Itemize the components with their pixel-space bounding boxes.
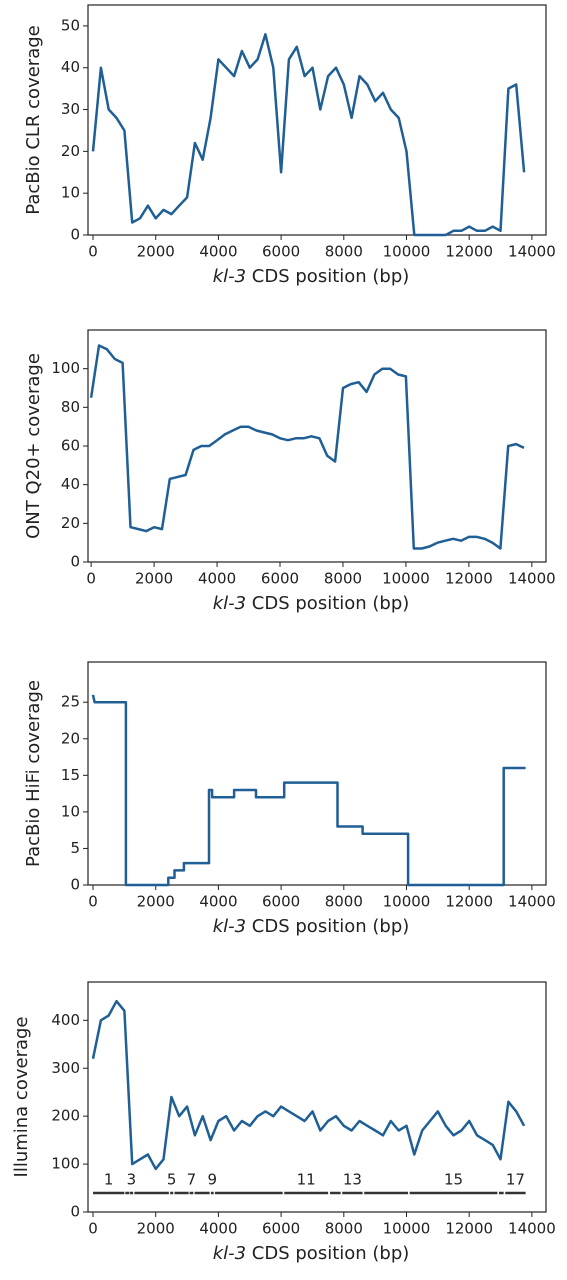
y-tick-label: 50 [61, 16, 80, 34]
x-tick-label: 10000 [383, 243, 431, 261]
x-tick-label: 10000 [383, 893, 431, 911]
x-tick-label: 0 [86, 570, 96, 588]
exon-label: 15 [444, 1171, 463, 1189]
x-tick-label: 12000 [445, 1220, 493, 1238]
coverage-line [91, 999, 526, 1171]
coverage-line [89, 344, 525, 550]
y-tick-label: 100 [51, 359, 80, 377]
x-axis-label-text: CDS position (bp) [246, 266, 409, 287]
y-tick-label: 40 [61, 58, 80, 76]
x-axis-label: kl-3 CDS position (bp) [213, 916, 410, 937]
y-axis-label: Illumina coverage [11, 1017, 32, 1178]
x-tick-label: 4000 [199, 1220, 237, 1238]
y-tick-label: 0 [70, 553, 80, 571]
y-tick-label: 300 [51, 1059, 80, 1077]
x-tick-label: 0 [88, 243, 98, 261]
exon-label: 13 [343, 1171, 362, 1189]
x-axis-label-text: CDS position (bp) [246, 593, 409, 614]
y-tick-label: 30 [61, 100, 80, 118]
x-tick-label: 0 [88, 893, 98, 911]
y-tick-label: 400 [51, 1011, 80, 1029]
x-tick-label: 6000 [262, 893, 300, 911]
x-tick-label: 10000 [382, 570, 430, 588]
x-tick-label: 14000 [508, 893, 556, 911]
x-tick-label: 4000 [199, 893, 237, 911]
exon-label: 1 [104, 1171, 114, 1189]
exon-label: 3 [127, 1171, 137, 1189]
x-tick-label: 6000 [261, 570, 299, 588]
x-tick-label: 4000 [199, 243, 237, 261]
x-axis-label-italic: kl-3 [213, 1243, 246, 1264]
x-tick-label: 10000 [383, 1220, 431, 1238]
x-axis-label-italic: kl-3 [213, 266, 246, 287]
y-tick-label: 60 [61, 437, 80, 455]
exon-label: 5 [167, 1171, 177, 1189]
y-tick-label: 40 [61, 475, 80, 493]
x-tick-label: 8000 [325, 243, 363, 261]
exon-label: 11 [297, 1171, 316, 1189]
plot-frame [87, 981, 547, 1213]
x-tick-label: 12000 [445, 570, 493, 588]
y-tick-label: 20 [61, 142, 80, 160]
exon-label: 17 [506, 1171, 525, 1189]
x-tick-label: 0 [88, 1220, 98, 1238]
y-tick-label: 5 [70, 839, 80, 857]
plot-frame [87, 661, 547, 886]
y-tick-label: 25 [61, 693, 80, 711]
x-axis-label-text: CDS position (bp) [246, 1243, 409, 1264]
x-tick-label: 8000 [325, 893, 363, 911]
exon-label: 7 [187, 1171, 197, 1189]
y-tick-label: 10 [61, 802, 80, 820]
x-tick-label: 4000 [198, 570, 236, 588]
exon-label: 9 [208, 1171, 218, 1189]
x-tick-label: 14000 [508, 243, 556, 261]
x-axis-label: kl-3 CDS position (bp) [213, 266, 410, 287]
x-tick-label: 14000 [508, 570, 556, 588]
x-tick-label: 8000 [324, 570, 362, 588]
x-axis-label-italic: kl-3 [213, 916, 246, 937]
x-tick-label: 2000 [137, 1220, 175, 1238]
y-tick-label: 100 [51, 1155, 80, 1173]
x-tick-label: 6000 [262, 243, 300, 261]
x-tick-label: 12000 [445, 243, 493, 261]
y-axis-label: PacBio HiFi coverage [23, 680, 44, 867]
coverage-line [91, 33, 526, 237]
y-tick-label: 200 [51, 1107, 80, 1125]
x-tick-label: 2000 [135, 570, 173, 588]
plot-frame [87, 4, 547, 236]
y-tick-label: 20 [61, 514, 80, 532]
x-tick-label: 2000 [137, 243, 175, 261]
y-tick-label: 0 [70, 1203, 80, 1221]
x-tick-label: 12000 [445, 893, 493, 911]
x-tick-label: 2000 [137, 893, 175, 911]
coverage-line [91, 694, 526, 887]
y-tick-label: 15 [61, 766, 80, 784]
x-axis-label-italic: kl-3 [213, 593, 246, 614]
x-tick-label: 8000 [325, 1220, 363, 1238]
y-axis-label: ONT Q20+ coverage [23, 353, 44, 539]
x-tick-label: 14000 [508, 1220, 556, 1238]
x-axis-label: kl-3 CDS position (bp) [213, 593, 410, 614]
x-axis-label: kl-3 CDS position (bp) [213, 1243, 410, 1264]
x-axis-label-text: CDS position (bp) [246, 916, 409, 937]
y-tick-label: 0 [70, 226, 80, 244]
y-tick-label: 10 [61, 184, 80, 202]
y-tick-label: 20 [61, 729, 80, 747]
y-axis-label: PacBio CLR coverage [23, 25, 44, 214]
y-tick-label: 80 [61, 398, 80, 416]
x-tick-label: 6000 [262, 1220, 300, 1238]
y-tick-label: 0 [70, 876, 80, 894]
